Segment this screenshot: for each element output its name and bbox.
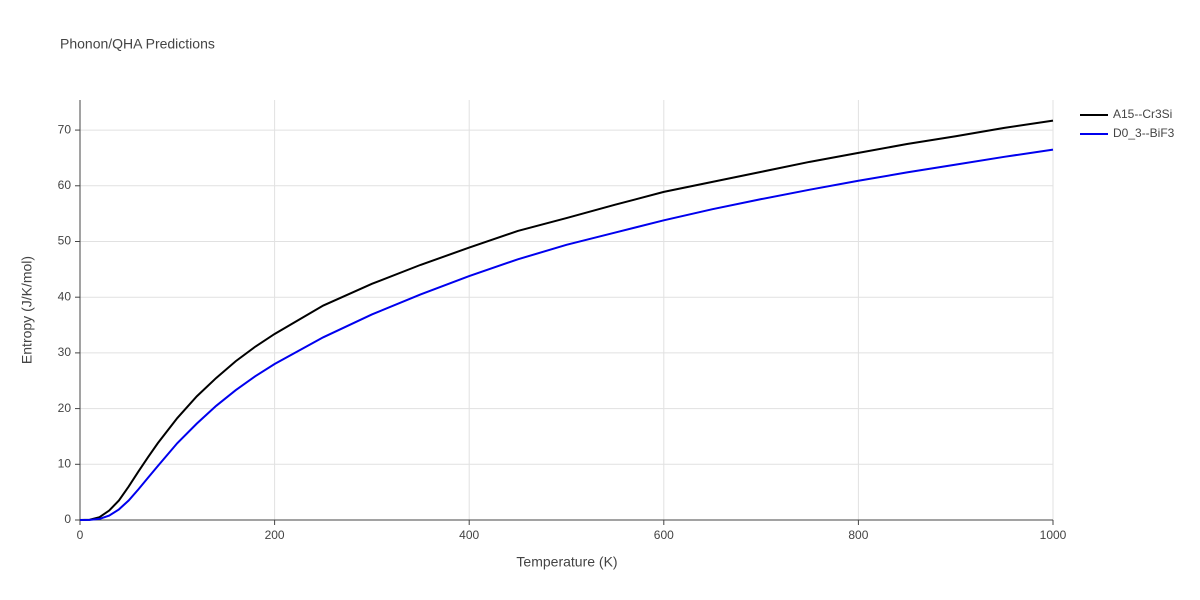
y-tick-label: 60 bbox=[58, 178, 72, 192]
x-tick-label: 200 bbox=[265, 528, 285, 542]
x-tick-label: 600 bbox=[654, 528, 674, 542]
legend-label: D0_3--BiF3 bbox=[1113, 126, 1175, 140]
y-tick-label: 40 bbox=[58, 289, 72, 303]
y-tick-label: 10 bbox=[58, 456, 72, 470]
x-tick-label: 400 bbox=[459, 528, 479, 542]
y-tick-label: 50 bbox=[58, 234, 72, 248]
chart-title: Phonon/QHA Predictions bbox=[60, 36, 215, 52]
x-tick-label: 800 bbox=[848, 528, 868, 542]
y-tick-label: 0 bbox=[64, 512, 71, 526]
legend-label: A15--Cr3Si bbox=[1113, 107, 1172, 121]
y-tick-label: 70 bbox=[58, 122, 72, 136]
series-line bbox=[79, 119, 1054, 521]
y-axis-title: Entropy (J/K/mol) bbox=[19, 256, 35, 364]
series-line bbox=[79, 148, 1054, 521]
x-tick-label: 1000 bbox=[1040, 528, 1067, 542]
x-tick-label: 0 bbox=[77, 528, 84, 542]
y-tick-label: 30 bbox=[58, 345, 72, 359]
x-axis-title: Temperature (K) bbox=[516, 554, 617, 570]
y-tick-label: 20 bbox=[58, 401, 72, 415]
